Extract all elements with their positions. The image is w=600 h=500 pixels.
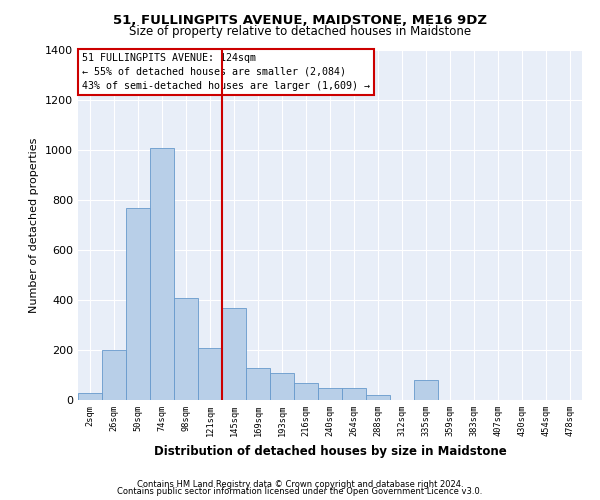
Bar bbox=[150, 148, 174, 400]
Bar bbox=[222, 308, 246, 400]
Bar bbox=[294, 382, 318, 400]
Text: Contains HM Land Registry data © Crown copyright and database right 2024.: Contains HM Land Registry data © Crown c… bbox=[137, 480, 463, 489]
Y-axis label: Number of detached properties: Number of detached properties bbox=[29, 138, 40, 312]
Bar bbox=[366, 395, 390, 400]
Bar bbox=[318, 388, 342, 400]
Text: Contains public sector information licensed under the Open Government Licence v3: Contains public sector information licen… bbox=[118, 487, 482, 496]
Bar bbox=[270, 372, 294, 400]
Bar bbox=[246, 368, 270, 400]
Bar bbox=[414, 380, 438, 400]
Text: 51, FULLINGPITS AVENUE, MAIDSTONE, ME16 9DZ: 51, FULLINGPITS AVENUE, MAIDSTONE, ME16 … bbox=[113, 14, 487, 27]
Bar bbox=[126, 208, 150, 400]
Text: Size of property relative to detached houses in Maidstone: Size of property relative to detached ho… bbox=[129, 25, 471, 38]
Text: 51 FULLINGPITS AVENUE: 124sqm
← 55% of detached houses are smaller (2,084)
43% o: 51 FULLINGPITS AVENUE: 124sqm ← 55% of d… bbox=[82, 52, 370, 90]
X-axis label: Distribution of detached houses by size in Maidstone: Distribution of detached houses by size … bbox=[154, 444, 506, 458]
Bar bbox=[198, 348, 222, 400]
Bar bbox=[78, 392, 102, 400]
Bar bbox=[174, 298, 198, 400]
Bar bbox=[342, 388, 366, 400]
Bar bbox=[102, 350, 126, 400]
